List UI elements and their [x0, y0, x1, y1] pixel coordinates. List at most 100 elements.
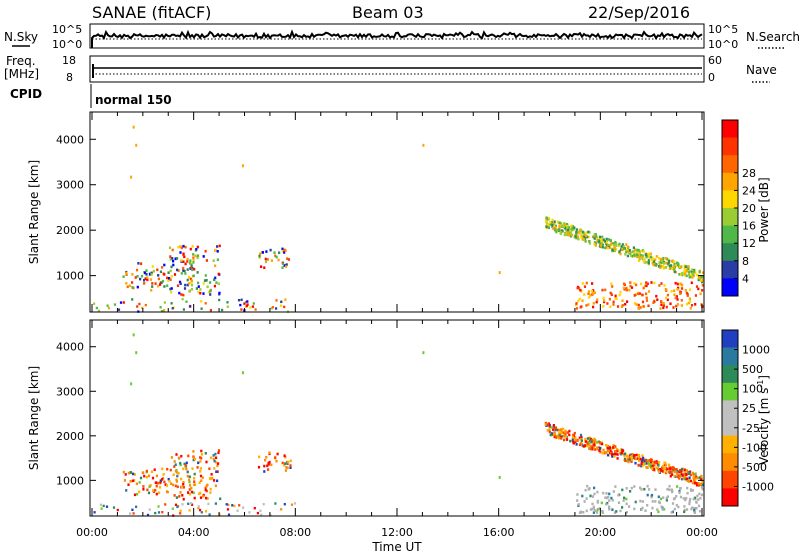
- data-cell: [700, 493, 704, 497]
- data-cell: [161, 279, 165, 283]
- data-cell: [143, 278, 146, 282]
- data-cell: [689, 307, 692, 310]
- data-cell: [284, 469, 287, 472]
- data-cell: [258, 455, 261, 459]
- data-cell: [275, 255, 278, 259]
- data-cell: [627, 460, 630, 464]
- data-cell: [193, 472, 196, 476]
- data-cell: [275, 299, 278, 302]
- data-cell: [685, 469, 689, 472]
- data-cell: [189, 247, 192, 251]
- data-cell: [642, 260, 645, 263]
- data-cell: [129, 512, 132, 515]
- data-cell: [593, 242, 596, 246]
- data-cell: [630, 457, 633, 460]
- data-cell: [95, 306, 98, 310]
- cpid-label: CPID: [10, 87, 42, 101]
- data-cell: [182, 260, 185, 263]
- data-cell: [100, 507, 103, 510]
- data-cell: [611, 498, 614, 502]
- data-cell: [665, 499, 668, 502]
- data-cell: [141, 471, 144, 475]
- data-cell: [199, 456, 202, 459]
- data-cell: [662, 265, 665, 268]
- data-cell: [157, 277, 160, 281]
- data-cell: [161, 511, 164, 514]
- data-cell: [580, 436, 583, 439]
- data-cell: [575, 443, 578, 446]
- data-cell: [544, 423, 547, 426]
- data-cell: [240, 308, 243, 311]
- data-cell: [679, 292, 682, 295]
- station-title: SANAE (fitACF): [92, 3, 211, 22]
- data-cell: [654, 461, 657, 464]
- data-cell: [665, 296, 668, 300]
- data-cell: [281, 249, 284, 253]
- data-cell: [171, 507, 174, 510]
- data-cell: [179, 461, 182, 465]
- data-cell: [203, 279, 207, 282]
- data-cell: [589, 494, 592, 498]
- data-cell: [155, 492, 158, 496]
- data-cell: [190, 279, 193, 282]
- data-cell: [188, 475, 191, 479]
- data-cell: [678, 477, 681, 480]
- data-cell: [667, 261, 670, 265]
- data-cell: [598, 507, 601, 510]
- data-cell: [560, 222, 563, 225]
- data-cell: [131, 281, 134, 284]
- data-cell: [561, 427, 565, 431]
- data-cell: [579, 438, 582, 441]
- freq-tick-low: 8: [66, 71, 73, 84]
- y-tick-label: 3000: [56, 385, 84, 398]
- data-cell: [215, 456, 218, 460]
- data-cell: [170, 287, 173, 290]
- data-cell: [614, 452, 617, 456]
- data-cell: [642, 256, 645, 260]
- freq-panel-frame: [89, 55, 705, 83]
- data-cell: [194, 457, 197, 461]
- data-cell: [186, 268, 189, 271]
- data-cell: [601, 239, 604, 243]
- data-cell: [558, 221, 561, 225]
- data-cell: [145, 269, 148, 272]
- data-cell: [211, 476, 214, 480]
- data-cell: [596, 446, 599, 450]
- data-cell: [640, 488, 643, 491]
- data-cell: [170, 275, 173, 278]
- data-cell: [590, 447, 593, 451]
- data-cell: [648, 256, 651, 259]
- data-cell: [608, 446, 612, 449]
- data-cell: [180, 246, 183, 250]
- data-cell: [701, 276, 704, 279]
- data-cell: [698, 509, 702, 513]
- data-cell: [683, 269, 686, 273]
- colorbar-tick-label: -500: [742, 461, 767, 474]
- data-cell: [293, 502, 297, 505]
- data-cell: [172, 483, 175, 487]
- data-cell: [157, 511, 161, 514]
- data-cell: [646, 504, 649, 507]
- colorbar-cell: [722, 278, 738, 297]
- data-cell: [626, 245, 629, 249]
- data-cell: [662, 262, 666, 265]
- data-cell: [216, 479, 219, 483]
- data-cell: [610, 293, 613, 296]
- data-cell: [226, 508, 230, 511]
- data-cell: [205, 484, 208, 488]
- data-cell: [575, 230, 578, 234]
- data-cell: [226, 301, 229, 304]
- data-cell: [150, 273, 153, 276]
- y-tick-label: 1000: [56, 270, 84, 283]
- data-cell: [140, 262, 143, 265]
- data-cell: [585, 234, 588, 238]
- data-cell: [185, 467, 188, 471]
- data-cell: [126, 285, 129, 289]
- data-cell: [182, 269, 185, 272]
- data-cell: [668, 484, 671, 488]
- data-cell: [253, 507, 256, 510]
- data-cell: [596, 298, 599, 301]
- data-cell: [146, 488, 149, 492]
- data-cell: [151, 285, 154, 288]
- data-cell: [651, 256, 654, 259]
